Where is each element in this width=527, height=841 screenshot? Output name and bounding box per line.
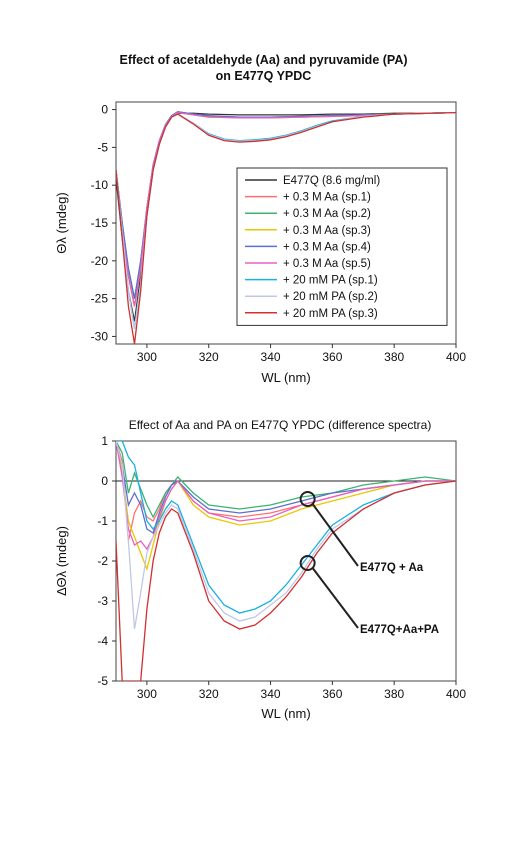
chart1-series-line-9 [116, 111, 456, 344]
chart2-annotation-label-2: E477Q+Aa+PA [360, 624, 439, 636]
chart2-x-tick-label: 360 [322, 687, 342, 701]
chart1-y-tick-label: -5 [97, 140, 108, 154]
chart1-y-tick-label: -20 [91, 254, 109, 268]
chart1-x-tick-label: 380 [384, 350, 404, 364]
chart2-series-group [116, 441, 456, 681]
chart1-title-block: Effect of acetaldehyde (Aa) and pyruvami… [0, 52, 527, 84]
chart2-y-tick-label: 0 [101, 474, 108, 488]
chart1-series-line-6 [116, 111, 456, 307]
chart2-y-tick-label: -2 [97, 554, 108, 568]
chart1-legend-entry-8: + 20 mM PA (sp.2) [283, 291, 378, 303]
chart2-x-axis-label: WL (nm) [261, 706, 310, 721]
chart2-x-tick-label: 320 [199, 687, 219, 701]
chart2-annotation-circle-2 [299, 555, 316, 571]
chart2-x-tick-label: 340 [261, 687, 281, 701]
chart1-x-axis-label: WL (nm) [261, 370, 310, 385]
chart1-legend-entry-3: + 0.3 M Aa (sp.2) [283, 208, 371, 220]
chart1-y-axis-label: Θλ (mdeg) [54, 192, 69, 253]
chart1-title: Effect of acetaldehyde (Aa) and pyruvami… [119, 53, 408, 67]
chart1-y-tick-label: 0 [101, 103, 108, 117]
chart1-x-tick-label: 340 [261, 350, 281, 364]
chart1-subtitle: on E477Q YPDC [215, 69, 312, 83]
chart2-series-line-2 [116, 441, 456, 519]
chart1-x-tick-label: 320 [199, 350, 219, 364]
chart2-series-line-6 [116, 441, 456, 614]
chart2-series-line-8 [116, 480, 456, 681]
chart2-y-tick-label: -1 [97, 514, 108, 528]
chart2-x-tick-label: 300 [137, 687, 157, 701]
chart2-title: Effect of Aa and PA on E477Q YPDC (diffe… [128, 418, 432, 432]
chart1-legend-entry-2: + 0.3 M Aa (sp.1) [283, 192, 371, 204]
chart1-y-tick-label: -25 [91, 292, 109, 306]
chart2-annotation-pointer-1 [311, 503, 359, 567]
chart2-series-line-7 [116, 441, 456, 630]
chart2-y-tick-label: -5 [97, 674, 108, 688]
chart2-x-tick-label: 380 [384, 687, 404, 701]
chart2-x-tick-label: 400 [446, 687, 466, 701]
chart2-annotation-pointer-2 [311, 567, 359, 629]
chart1-y-tick-label: -15 [91, 216, 109, 230]
chart1-x-tick-label: 300 [137, 350, 157, 364]
chart1-y-tick-label: -30 [91, 329, 109, 343]
chart1-x-tick-label: 400 [446, 350, 466, 364]
chart1-legend-entry-1: E477Q (8.6 mg/ml) [283, 175, 380, 187]
chart2-y-tick-label: 1 [101, 434, 108, 448]
chart1-legend-entry-4: + 0.3 M Aa (sp.3) [283, 225, 371, 237]
chart2-y-tick-label: -3 [97, 594, 108, 608]
chart2-annotation-circle-1 [299, 491, 316, 507]
chart2-plot-frame [115, 440, 457, 682]
chart1-legend-entry-6: + 0.3 M Aa (sp.5) [283, 258, 371, 270]
chart1-y-tick-label: -10 [91, 178, 109, 192]
chart2-annotation-label-1: E477Q + Aa [360, 562, 424, 574]
chart1-series-group [116, 111, 456, 344]
chart2-y-tick-label: -4 [97, 634, 108, 648]
chart1-x-tick-label: 360 [322, 350, 342, 364]
chart1-legend-entry-7: + 20 mM PA (sp.1) [283, 275, 378, 287]
chart1-legend-entry-5: + 0.3 M Aa (sp.4) [283, 241, 371, 253]
chart1-series-line-5 [116, 111, 456, 299]
chart2-y-axis-label: ΔΘλ (mdeg) [54, 526, 69, 596]
chart1-legend-entry-9: + 20 mM PA (sp.3) [283, 308, 378, 320]
chart2-series-line-5 [116, 441, 456, 551]
